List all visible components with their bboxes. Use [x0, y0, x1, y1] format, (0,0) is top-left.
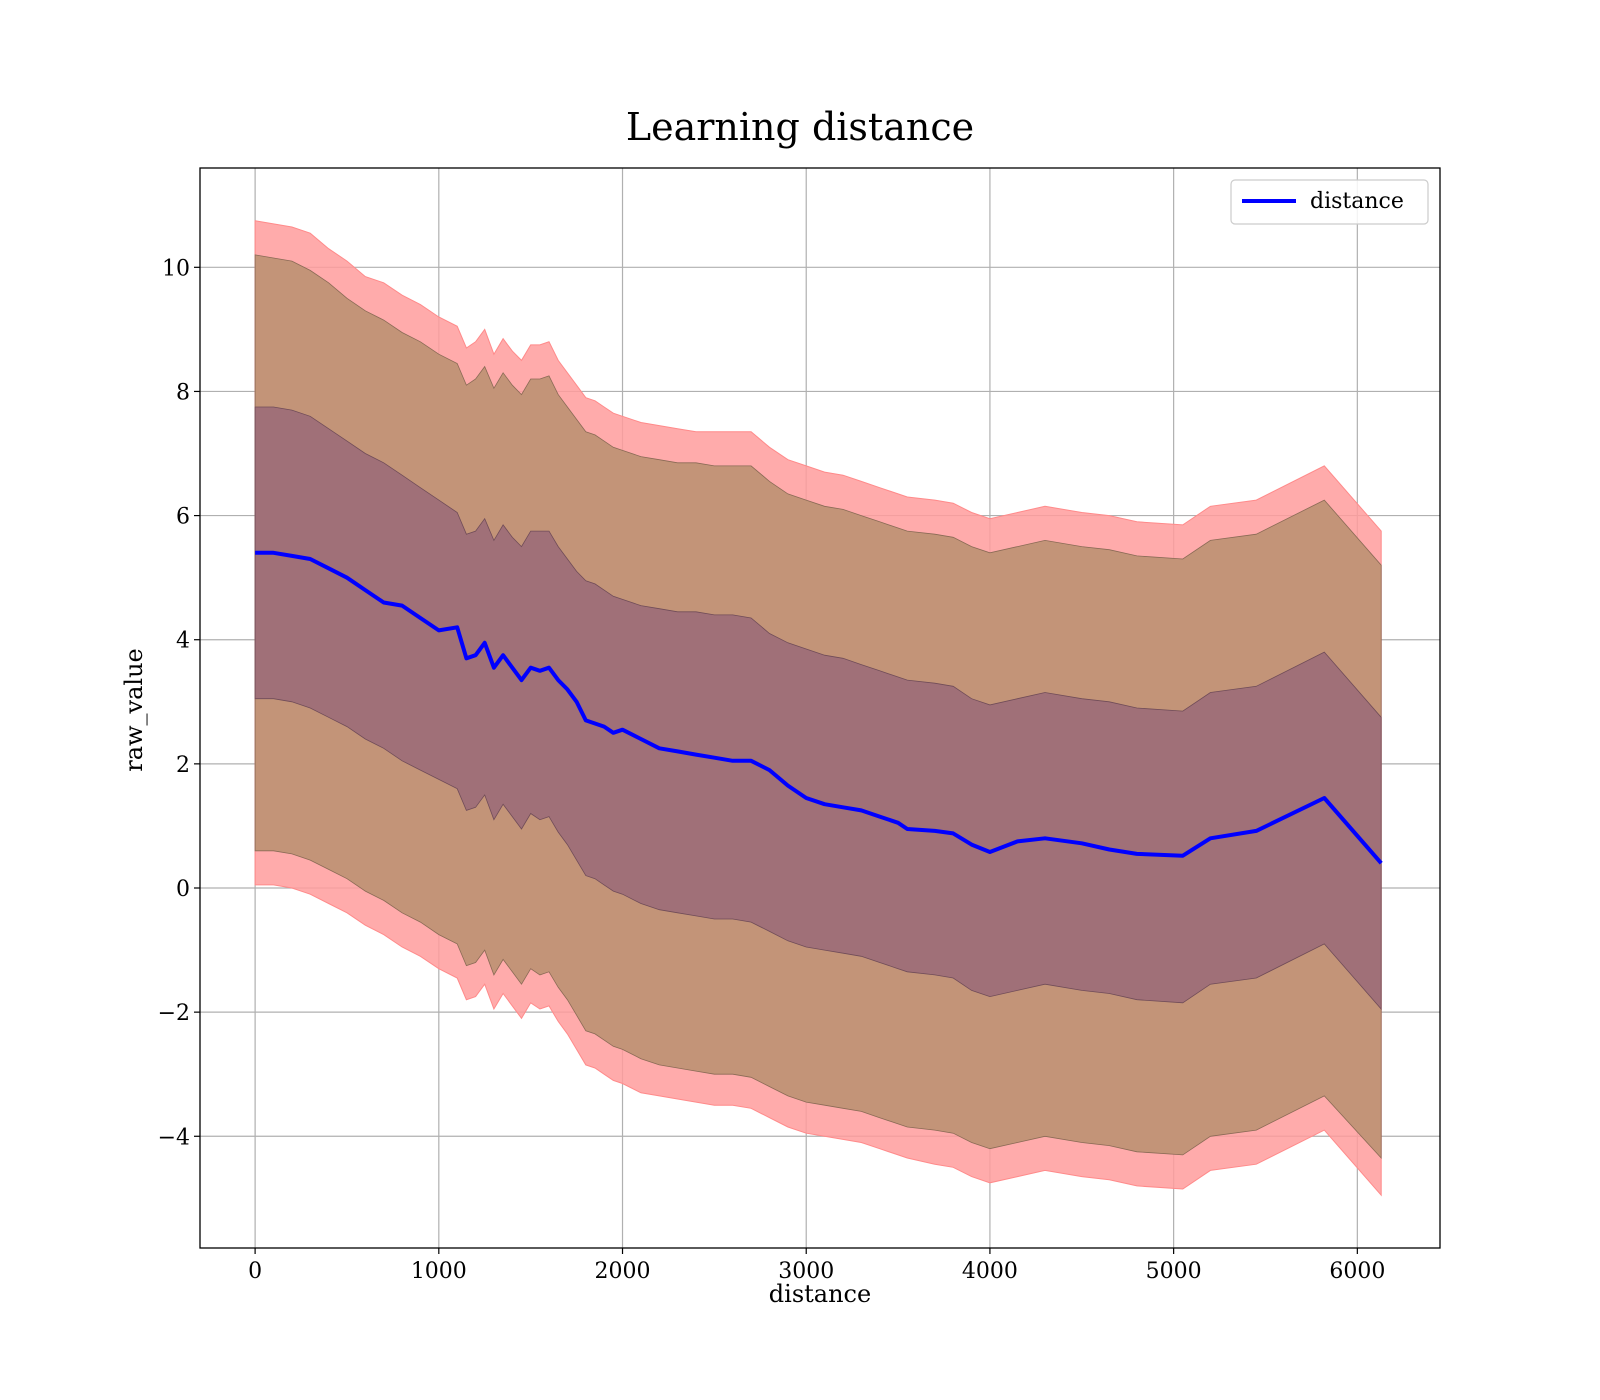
plot-frame	[199, 167, 1441, 1249]
y-tick-label: 8	[176, 380, 190, 405]
x-tick-label: 2000	[595, 1259, 651, 1284]
y-tick-label: 0	[176, 877, 190, 902]
distance-line	[255, 550, 1383, 865]
y-tick-label: 10	[162, 256, 190, 281]
y-tick-label: 2	[176, 753, 190, 778]
chart-title: Learning distance	[626, 105, 974, 149]
y-axis-label: raw_value	[120, 648, 148, 772]
y-tick-label: −2	[158, 1001, 190, 1026]
x-tick-label: 5000	[1146, 1259, 1202, 1284]
inner-band	[254, 406, 1382, 1011]
x-tick-label: 3000	[778, 1259, 834, 1284]
y-tick-label: −4	[158, 1125, 190, 1150]
distance-series	[255, 550, 1383, 865]
x-tick-label: 4000	[962, 1259, 1018, 1284]
legend: distance	[1230, 179, 1429, 225]
legend-label-distance: distance	[1310, 189, 1404, 214]
x-axis-label: distance	[769, 1280, 871, 1308]
confidence-bands	[254, 220, 1382, 1197]
y-tick-label: 4	[176, 629, 190, 654]
x-tick-label: 6000	[1329, 1259, 1385, 1284]
y-tick-label: 6	[176, 505, 190, 530]
x-tick-label: 0	[248, 1259, 262, 1284]
legend-box	[1230, 179, 1429, 225]
x-tick-label: 1000	[411, 1259, 467, 1284]
axis-ticks: 0 1000 2000 3000 4000 5000 6000 −4 −2 0 2 4 6 8 10	[158, 256, 1386, 1284]
